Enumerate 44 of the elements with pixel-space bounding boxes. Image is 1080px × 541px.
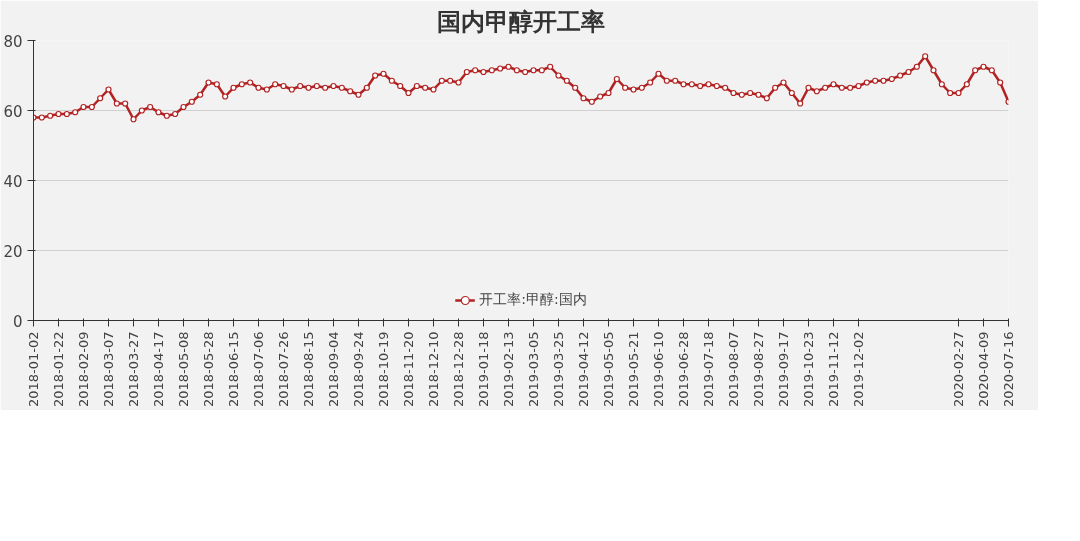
- x-tick-label: 2020-07-16: [1001, 331, 1016, 408]
- x-tick-label: 2018-03-07: [101, 331, 116, 408]
- x-tick-label: 2020-04-09: [976, 331, 991, 408]
- x-tick-label: 2019-11-12: [826, 331, 841, 408]
- x-tick-label: 2019-09-17: [776, 331, 791, 408]
- x-tick-label: 2019-04-12: [576, 331, 591, 408]
- y-tick-label: 20: [3, 242, 23, 261]
- x-tick-label: 2019-06-28: [676, 331, 691, 408]
- x-tick-label: 2018-04-17: [151, 331, 166, 408]
- x-tick-label: 2018-05-08: [176, 331, 191, 408]
- x-tick-label: 2018-09-24: [351, 331, 366, 408]
- x-tick-label: 2018-08-15: [301, 331, 316, 408]
- x-tick-label: 2018-12-28: [451, 331, 466, 408]
- y-tick-label: 60: [3, 102, 23, 121]
- x-tick-label: 2019-03-25: [551, 331, 566, 408]
- x-tick-label: 2018-09-04: [326, 331, 341, 408]
- x-tick-label: 2020-02-27: [951, 331, 966, 408]
- legend-label: 开工率:甲醇:国内: [479, 291, 587, 309]
- x-tick-label: 2018-12-10: [426, 331, 441, 408]
- y-tick-label: 0: [12, 312, 23, 331]
- y-tick-label: 40: [3, 172, 23, 191]
- x-tick-label: 2018-05-28: [201, 331, 216, 408]
- x-tick-label: 2019-07-18: [701, 331, 716, 408]
- x-tick-label: 2018-07-06: [251, 331, 266, 408]
- x-tick-label: 2019-05-21: [626, 331, 641, 408]
- x-tick-label: 2019-05-05: [601, 331, 616, 408]
- x-tick-label: 2019-06-10: [651, 331, 666, 408]
- x-tick-label: 2018-01-22: [51, 331, 66, 408]
- x-tick-label: 2019-08-27: [751, 331, 766, 408]
- x-tick-label: 2018-07-26: [276, 331, 291, 408]
- y-tick-label: 80: [3, 32, 23, 51]
- x-tick-label: 2018-03-27: [126, 331, 141, 408]
- x-tick-label: 2018-02-09: [76, 331, 91, 408]
- x-tick-label: 2019-01-18: [476, 331, 491, 408]
- x-tick-label: 2019-10-23: [801, 331, 816, 408]
- x-tick-label: 2019-12-02: [851, 331, 866, 408]
- x-tick-label: 2019-02-13: [501, 331, 516, 408]
- x-tick-label: 2018-06-15: [226, 331, 241, 408]
- chart-title: 国内甲醇开工率: [437, 7, 605, 36]
- x-tick-label: 2019-03-05: [526, 331, 541, 408]
- x-tick-label: 2018-11-20: [401, 331, 416, 408]
- x-tick-label: 2019-08-07: [726, 331, 741, 408]
- x-tick-label: 2018-10-19: [376, 331, 391, 408]
- x-tick-label: 2018-01-02: [26, 331, 41, 408]
